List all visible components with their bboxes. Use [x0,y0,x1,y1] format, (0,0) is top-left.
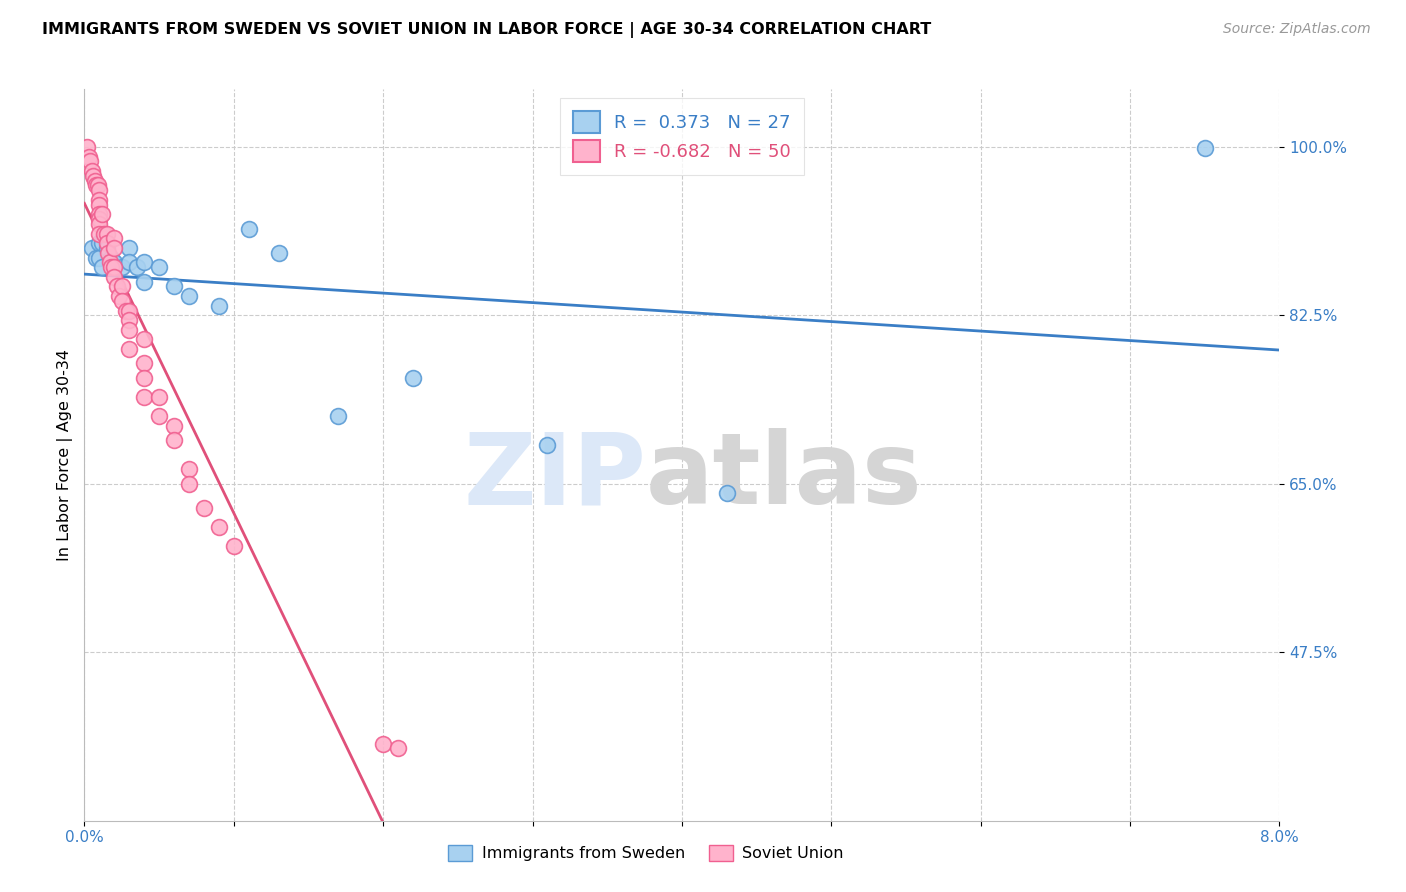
Point [80,164,103,178]
Point [132,275,156,289]
Point [177,289,200,303]
Point [177,462,200,476]
Point [87,178,110,193]
Point [103,231,125,245]
Point [89,251,111,265]
Point [148,409,170,424]
Point [118,323,141,337]
Text: Source: ZipAtlas.com: Source: ZipAtlas.com [1223,22,1371,37]
Point [387,741,409,756]
Point [79,154,101,169]
Point [132,255,156,269]
Point [132,356,156,371]
Point [103,260,125,275]
Point [96,236,118,251]
Point [132,333,156,347]
Point [115,303,138,318]
Point [118,313,141,327]
Point [100,260,122,275]
Point [177,476,200,491]
Point [267,245,290,260]
Point [111,293,134,308]
Point [1194,141,1216,155]
Point [716,486,738,500]
Point [96,241,118,255]
Point [82,169,104,183]
Point [373,737,395,751]
Legend: Immigrants from Sweden, Soviet Union: Immigrants from Sweden, Soviet Union [441,838,851,868]
Point [238,221,260,235]
Text: IMMIGRANTS FROM SWEDEN VS SOVIET UNION IN LABOR FORCE | AGE 30-34 CORRELATION CH: IMMIGRANTS FROM SWEDEN VS SOVIET UNION I… [42,22,931,38]
Point [118,342,141,356]
Point [77,150,100,164]
Point [163,279,186,293]
Point [148,390,170,404]
Point [222,539,245,553]
Point [193,500,215,515]
Point [125,260,148,275]
Text: atlas: atlas [647,428,922,525]
Point [132,390,156,404]
Point [91,236,114,251]
Point [100,251,122,265]
Point [208,520,231,534]
Point [96,227,118,241]
Point [111,279,134,293]
Point [89,212,111,227]
Point [86,178,108,193]
Point [105,279,128,293]
Point [83,173,105,187]
Text: ZIP: ZIP [463,428,647,525]
Point [103,255,125,269]
Point [103,241,125,255]
Point [111,260,134,275]
Point [76,140,98,154]
Point [118,241,141,255]
Point [86,251,108,265]
Point [89,193,111,207]
Point [328,409,350,424]
Point [89,217,111,231]
Point [80,241,103,255]
Point [97,245,120,260]
Point [107,289,129,303]
Point [148,260,170,275]
Point [89,197,111,211]
Point [163,434,186,448]
Point [118,303,141,318]
Point [91,207,114,221]
Point [98,255,121,269]
Point [118,255,141,269]
Point [208,299,231,313]
Point [91,260,114,275]
Point [103,260,125,275]
Point [402,371,425,385]
Point [132,371,156,385]
Point [89,227,111,241]
Point [89,183,111,197]
Point [536,438,558,452]
Point [103,269,125,284]
Y-axis label: In Labor Force | Age 30-34: In Labor Force | Age 30-34 [58,349,73,561]
Point [163,419,186,434]
Point [89,236,111,251]
Point [93,227,115,241]
Point [89,207,111,221]
